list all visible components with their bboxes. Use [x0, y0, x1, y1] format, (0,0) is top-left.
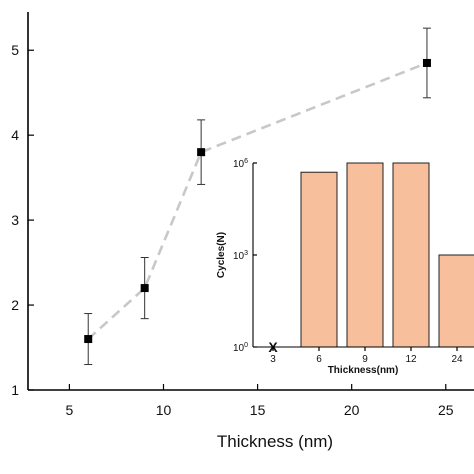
main-x-axis-label: Thickness (nm): [217, 432, 333, 451]
series-line: [87, 61, 428, 340]
main-x-tick-label: 15: [250, 402, 266, 418]
data-point: [422, 58, 431, 67]
inset-x-ticks: 3 6 9 12 24: [270, 347, 463, 365]
inset-x-tick-label: 6: [316, 354, 322, 365]
main-y-tick-label: 3: [11, 212, 19, 228]
main-series: [84, 27, 431, 366]
data-point: [84, 335, 93, 344]
bar: [438, 254, 474, 348]
main-x-tick-label: 5: [66, 402, 74, 418]
inset-y-axis-label: Cycles(N): [216, 232, 227, 278]
inset-x-tick-label: 3: [270, 354, 276, 365]
main-y-tick-label: 1: [11, 382, 19, 398]
main-x-ticks: 5 10 15 20 25: [66, 384, 454, 418]
inset-x-tick-label: 12: [405, 354, 417, 365]
data-point: [140, 284, 149, 293]
inset-bars: X: [268, 162, 474, 355]
main-x-tick-label: 25: [438, 402, 454, 418]
bar: [300, 171, 338, 348]
main-y-ticks: 1 2 3 4 5: [11, 42, 34, 398]
inset-y-tick-label: 100: [233, 342, 248, 354]
main-x-tick-label: 20: [344, 402, 360, 418]
main-y-tick-label: 4: [11, 127, 19, 143]
inset-x-tick-label: 9: [362, 354, 368, 365]
bar: [392, 162, 430, 348]
inset-y-tick-label: 103: [233, 250, 248, 262]
inset-y-tick-label: 106: [233, 158, 248, 170]
main-x-tick-label: 10: [156, 402, 172, 418]
inset-y-ticks: 100 103 106: [233, 158, 257, 354]
inset-x-axis-label: Thickness(nm): [328, 365, 399, 376]
bar: [346, 162, 384, 348]
main-y-tick-label: 2: [11, 297, 19, 313]
inset-x-tick-label: 24: [451, 354, 463, 365]
data-point: [197, 148, 206, 157]
inset-plot: X 3 6 9 12 24 100 103 106 Thickness(nm) Cycles…: [216, 158, 474, 376]
main-y-tick-label: 5: [11, 42, 19, 58]
